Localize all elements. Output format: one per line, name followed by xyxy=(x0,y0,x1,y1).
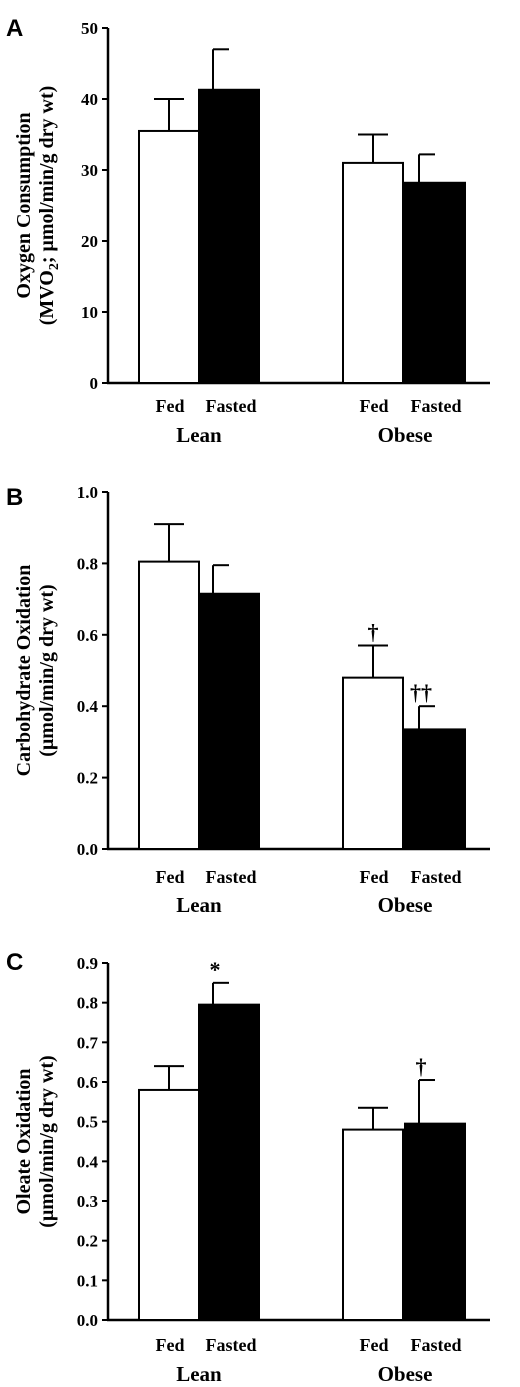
panel-letter: C xyxy=(6,949,23,976)
x-tick-label: Fed xyxy=(360,1335,389,1355)
panel-letter: B xyxy=(6,484,23,511)
x-tick-label: Fasted xyxy=(206,1335,257,1355)
bar-fasted xyxy=(404,181,466,384)
y-axis-label-line2-sub: 2 xyxy=(47,263,62,270)
group-label: Obese xyxy=(378,893,433,917)
y-axis-label-line2-pre: (μmol/min/g dry wt) xyxy=(36,1055,58,1227)
bar-fasted xyxy=(198,592,260,850)
y-tick-label: 0.2 xyxy=(77,769,98,788)
y-axis-label: Carbohydrate Oxidation (μmol/min/g dry wt… xyxy=(13,565,58,777)
y-tick-label: 0.1 xyxy=(77,1271,98,1290)
x-tick-label: Fasted xyxy=(411,867,462,887)
chart-panel-c: C 0.0 0.1 0.2 0.3 0.4 0.5 0.6 0.7 0.8 0.9 Oleate Ox… xyxy=(6,949,490,1386)
y-axis-label-line1: Oxygen Consumption xyxy=(13,112,35,298)
x-tick-label: Fed xyxy=(156,396,185,416)
y-tick-label: 0.4 xyxy=(77,697,99,716)
bar-fasted xyxy=(404,1122,466,1322)
bar-fasted xyxy=(198,1003,260,1322)
y-tick-label: 0.6 xyxy=(77,626,98,645)
bar-fed xyxy=(138,560,200,850)
significance-marker: † xyxy=(368,620,379,645)
x-tick-label: Fasted xyxy=(206,867,257,887)
group-label: Obese xyxy=(378,1362,433,1386)
y-tick-label: 0.8 xyxy=(77,554,98,573)
y-axis-label: Oleate Oxidation (μmol/min/g dry wt) xyxy=(13,1055,58,1227)
y-tick-label: 20 xyxy=(81,232,98,251)
y-axis-label-line2: (MVO2; μmol/min/g dry wt) xyxy=(36,86,62,326)
x-tick-label: Fed xyxy=(156,1335,185,1355)
bar-fed xyxy=(342,1128,404,1321)
y-tick-label: 50 xyxy=(81,19,98,38)
chart-panel-b: B 0.0 0.2 0.4 0.6 0.8 1.0 Carbohydrate Oxidatio… xyxy=(6,483,490,917)
significance-marker: †† xyxy=(410,680,432,705)
x-tick-label: Fed xyxy=(360,867,389,887)
y-axis-label-line2-pre: (MVO xyxy=(36,270,58,325)
y-axis-label-line2-post: ; μmol/min/g dry wt) xyxy=(36,86,58,263)
y-tick-label: 0.9 xyxy=(77,954,98,973)
y-axis-label-line1: Carbohydrate Oxidation xyxy=(13,565,35,777)
y-tick-label: 0.0 xyxy=(77,1311,98,1330)
y-tick-label: 0.7 xyxy=(77,1033,99,1052)
y-tick-label: 1.0 xyxy=(77,483,98,502)
y-tick-label: 40 xyxy=(81,90,98,109)
y-tick-label: 10 xyxy=(81,303,98,322)
y-tick-label: 0.4 xyxy=(77,1152,99,1171)
y-tick-label: 0.2 xyxy=(77,1232,98,1251)
bar-fed xyxy=(342,676,404,851)
chart-panel-a: A 0 10 20 30 40 50 Oxygen Consumption (MVO2; μmo… xyxy=(6,15,490,447)
group-label: Obese xyxy=(378,423,433,447)
bar-fasted xyxy=(198,88,260,385)
y-tick-label: 0.8 xyxy=(77,994,98,1013)
bar-fed xyxy=(138,129,200,384)
y-tick-label: 0.5 xyxy=(77,1113,98,1132)
x-tick-label: Fed xyxy=(156,867,185,887)
y-axis-label-line2-pre: (μmol/min/g dry wt) xyxy=(36,584,58,756)
group-label: Lean xyxy=(176,893,222,917)
y-axis-label-line1: Oleate Oxidation xyxy=(13,1068,35,1214)
y-tick-label: 0.0 xyxy=(77,840,98,859)
y-axis-label-line2: (μmol/min/g dry wt) xyxy=(36,1055,58,1227)
x-tick-label: Fasted xyxy=(411,396,462,416)
panel-letter: A xyxy=(6,15,23,42)
x-tick-label: Fed xyxy=(360,396,389,416)
x-tick-label: Fasted xyxy=(411,1335,462,1355)
group-label: Lean xyxy=(176,1362,222,1386)
y-axis-label: Oxygen Consumption (MVO2; μmol/min/g dry … xyxy=(13,86,62,326)
y-axis-label-line2: (μmol/min/g dry wt) xyxy=(36,584,58,756)
significance-marker: † xyxy=(416,1054,427,1079)
y-tick-label: 0.6 xyxy=(77,1073,98,1092)
x-tick-label: Fasted xyxy=(206,396,257,416)
y-tick-label: 0 xyxy=(90,374,99,393)
bar-fed xyxy=(342,161,404,384)
group-label: Lean xyxy=(176,423,222,447)
significance-marker: * xyxy=(210,957,221,982)
y-tick-label: 0.3 xyxy=(77,1192,98,1211)
bar-fed xyxy=(138,1088,200,1322)
bar-fasted xyxy=(404,728,466,851)
y-tick-label: 30 xyxy=(81,161,98,180)
